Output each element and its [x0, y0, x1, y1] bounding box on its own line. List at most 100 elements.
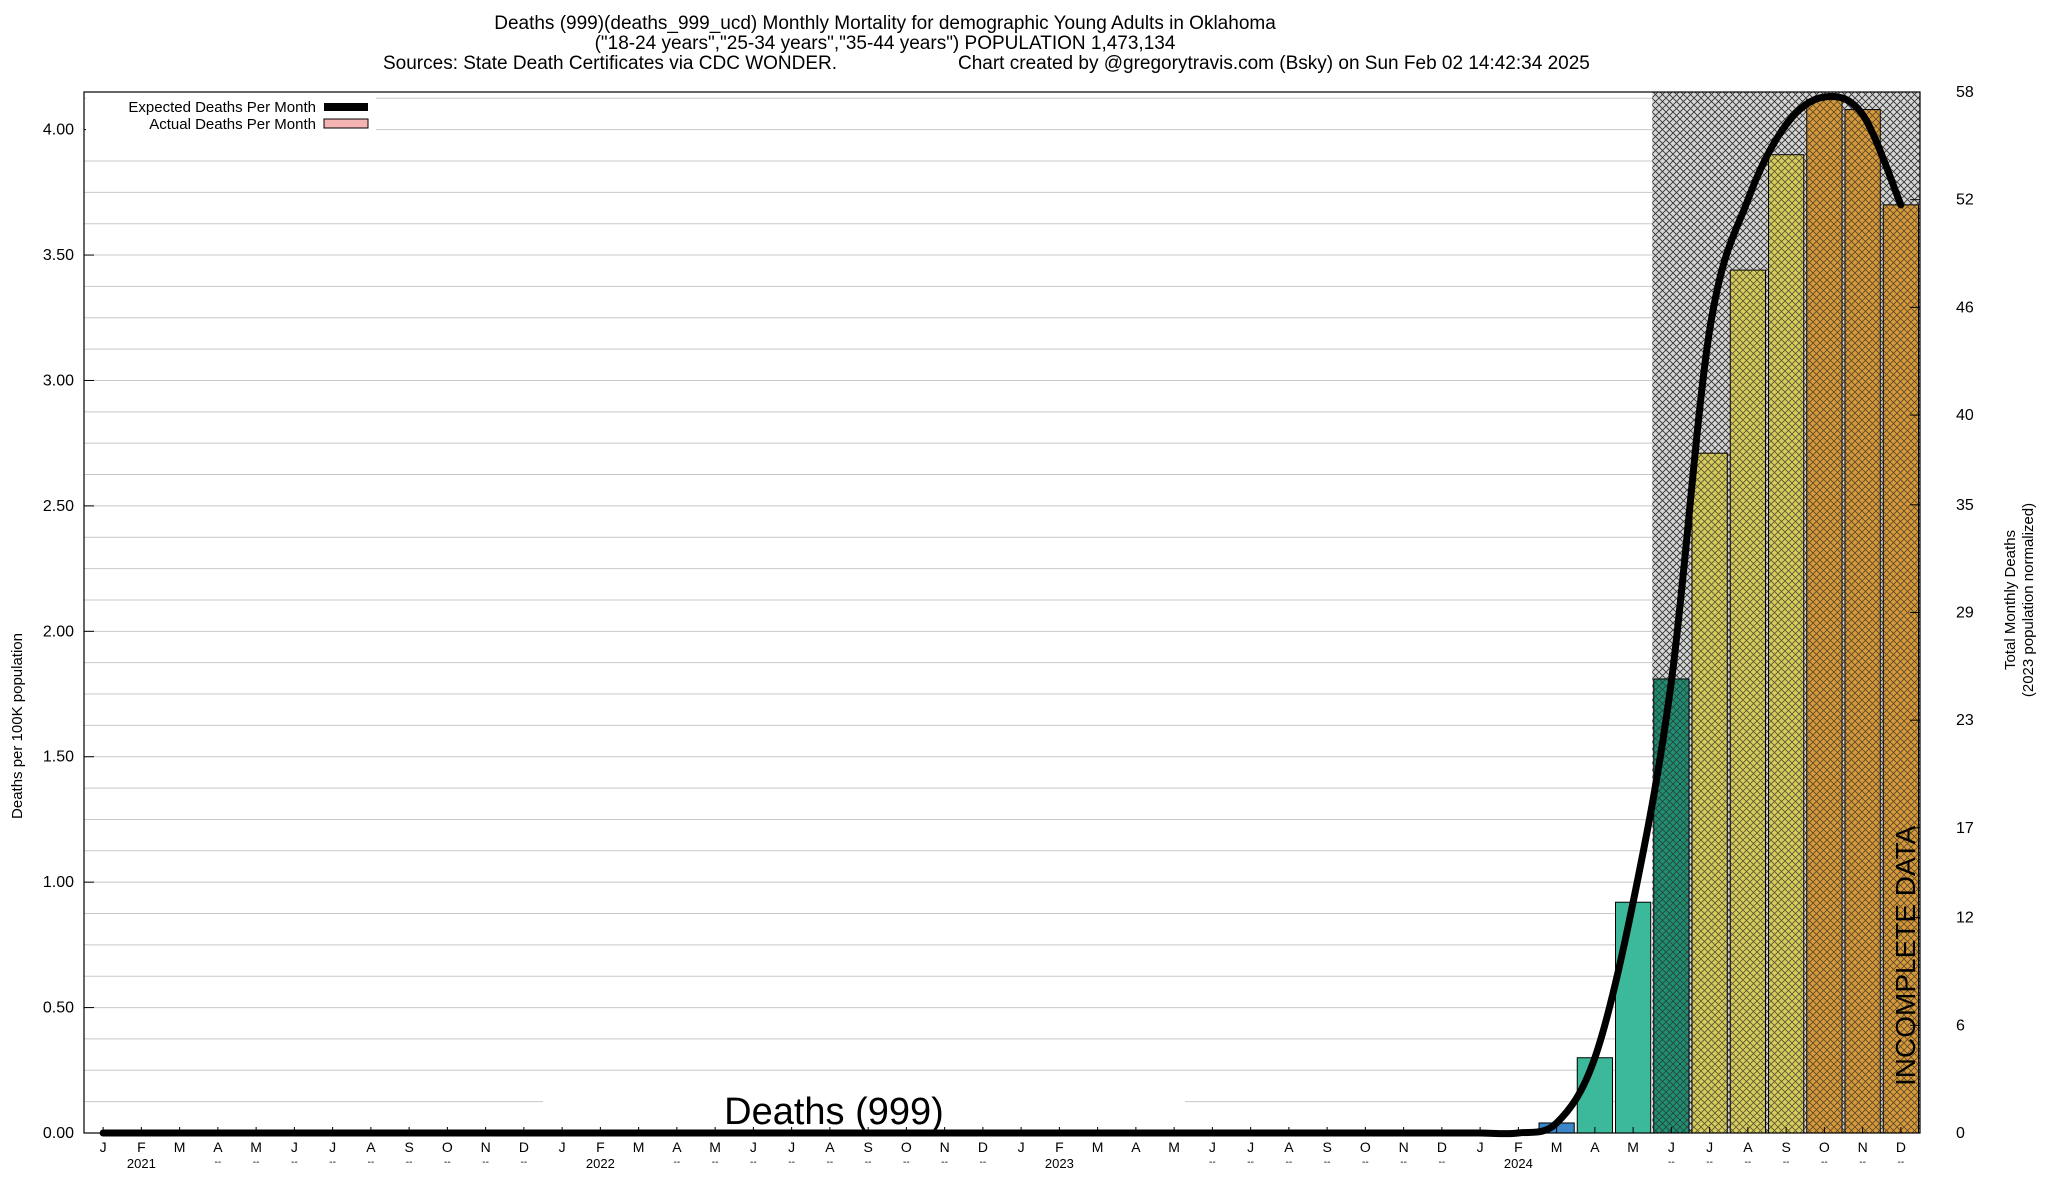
x-dash-label: -- — [1706, 1157, 1713, 1168]
x-dash-label: -- — [1439, 1157, 1446, 1168]
x-month-label: J — [559, 1139, 566, 1155]
x-month-label: D — [519, 1139, 529, 1155]
x-dash-label: -- — [750, 1157, 757, 1168]
x-dash-label: -- — [1247, 1157, 1254, 1168]
y2-tick-label: 52 — [1956, 192, 1974, 209]
x-dash-label: -- — [674, 1157, 681, 1168]
legend-actual-label: Actual Deaths Per Month — [149, 116, 316, 133]
y-axis-label: Deaths per 100K population — [9, 633, 26, 819]
x-dash-label: -- — [1783, 1157, 1790, 1168]
x-month-label: A — [213, 1139, 223, 1155]
x-dash-label: -- — [980, 1157, 987, 1168]
x-month-label: F — [137, 1139, 146, 1155]
x-month-label: J — [750, 1139, 757, 1155]
y2-tick-label: 29 — [1956, 605, 1974, 622]
incomplete-data-label: INCOMPLETE DATA — [1890, 825, 1921, 1086]
axis-labels: 0.00 0.50 1.00 1.50 2.00 2.50 3.00 3.50 4.00 0 6 12… — [43, 84, 1974, 1171]
x-dash-label: -- — [215, 1157, 222, 1168]
annotation-bg — [543, 1079, 1185, 1133]
x-dash-label: -- — [941, 1157, 948, 1168]
x-month-label: A — [1284, 1139, 1294, 1155]
y2-tick-label: 12 — [1956, 910, 1974, 927]
x-month-label: J — [100, 1139, 107, 1155]
x-month-label: A — [825, 1139, 835, 1155]
x-month-label: O — [1819, 1139, 1830, 1155]
x-month-label: S — [404, 1139, 413, 1155]
x-month-label: M — [1551, 1139, 1563, 1155]
x-dash-label: -- — [1898, 1157, 1905, 1168]
y-tick-label: 3.00 — [43, 372, 74, 389]
x-month-label: M — [250, 1139, 262, 1155]
x-month-label: D — [1896, 1139, 1906, 1155]
x-month-label: J — [1706, 1139, 1713, 1155]
y2-tick-label: 58 — [1956, 84, 1974, 101]
x-dash-label: -- — [827, 1157, 834, 1168]
x-month-label: O — [901, 1139, 912, 1155]
y-tick-label: 0.50 — [43, 1000, 74, 1017]
x-month-label: M — [1627, 1139, 1639, 1155]
x-month-label: N — [940, 1139, 950, 1155]
x-dash-label: -- — [406, 1157, 413, 1168]
x-month-label: F — [1514, 1139, 1523, 1155]
x-month-label: J — [1209, 1139, 1216, 1155]
x-month-label: O — [442, 1139, 453, 1155]
x-dash-label: -- — [1400, 1157, 1407, 1168]
legend-expected-swatch — [324, 103, 368, 111]
y-tick-label: 2.50 — [43, 498, 74, 515]
bar-hatch-46 — [1845, 109, 1881, 1134]
x-month-label: M — [709, 1139, 721, 1155]
annotation-mask — [543, 1079, 1185, 1133]
x-month-label: M — [1092, 1139, 1104, 1155]
y-tick-label: 0.00 — [43, 1125, 74, 1142]
chart-credit-text: Chart created by @gregorytravis.com (Bsk… — [958, 53, 1590, 74]
x-month-label: D — [1437, 1139, 1447, 1155]
x-month-label: D — [978, 1139, 988, 1155]
bar-39 — [1576, 1057, 1613, 1134]
x-dash-label: -- — [1668, 1157, 1675, 1168]
x-month-label: M — [174, 1139, 186, 1155]
x-dash-label: -- — [788, 1157, 795, 1168]
x-dash-label: -- — [1324, 1157, 1331, 1168]
x-month-label: J — [1477, 1139, 1484, 1155]
x-month-label: J — [788, 1139, 795, 1155]
y2-tick-label: 23 — [1956, 712, 1974, 729]
chart-source-text: Sources: State Death Certificates via CD… — [383, 53, 838, 74]
x-dash-label: -- — [291, 1157, 298, 1168]
annotation-label: Deaths (999) — [724, 1091, 944, 1133]
x-dash-label: -- — [368, 1157, 375, 1168]
x-dash-label: -- — [329, 1157, 336, 1168]
x-month-label: A — [366, 1139, 376, 1155]
y-tick-label: 4.00 — [43, 122, 74, 139]
axis-ticks — [84, 91, 1920, 1134]
x-month-label: J — [1668, 1139, 1675, 1155]
x-month-label: M — [633, 1139, 645, 1155]
x-month-label: J — [1018, 1139, 1025, 1155]
bar-hatch-44 — [1768, 154, 1804, 1134]
x-dash-label: -- — [712, 1157, 719, 1168]
legend: Expected Deaths Per Month Actual Deaths … — [86, 95, 376, 133]
bar-hatch-45 — [1806, 99, 1842, 1134]
y2-tick-label: 35 — [1956, 497, 1974, 514]
y2-tick-label: 17 — [1956, 820, 1974, 837]
x-month-label: F — [596, 1139, 605, 1155]
x-dash-label: -- — [1209, 1157, 1216, 1168]
x-year-label: 2024 — [1504, 1156, 1533, 1171]
right-axis-label-line1: Total Monthly Deaths — [2002, 530, 2019, 670]
x-dash-label: -- — [482, 1157, 489, 1168]
x-month-label: J — [1247, 1139, 1254, 1155]
chart-title-line2: ("18-24 years","25-34 years","35-44 year… — [594, 33, 1176, 54]
y2-tick-label: 46 — [1956, 299, 1974, 316]
right-axis-label-line2: (2023 population normalized) — [2020, 503, 2037, 697]
x-year-label: 2023 — [1045, 1156, 1074, 1171]
x-month-label: S — [1322, 1139, 1331, 1155]
x-month-label: J — [329, 1139, 336, 1155]
grid-lines — [84, 97, 1920, 1103]
legend-expected-label: Expected Deaths Per Month — [128, 99, 316, 116]
y-tick-label: 1.50 — [43, 749, 74, 766]
x-dash-label: -- — [253, 1157, 260, 1168]
bar-40 — [1615, 901, 1652, 1134]
x-year-label: 2021 — [127, 1156, 156, 1171]
x-dash-label: -- — [1859, 1157, 1866, 1168]
x-month-label: S — [1781, 1139, 1790, 1155]
